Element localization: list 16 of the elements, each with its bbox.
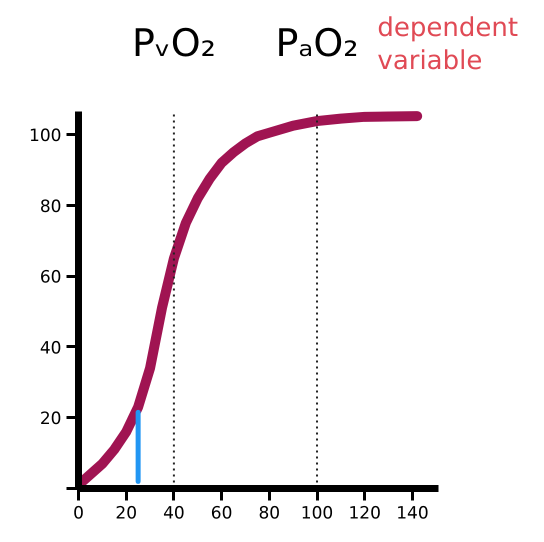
x-tick-label: 140 [396, 504, 429, 524]
y-tick-label: 100 [29, 126, 62, 146]
ref-line-label: PᵥO₂ [132, 21, 216, 66]
x-tick-label: 0 [73, 504, 84, 524]
x-tick-label: 20 [115, 504, 138, 524]
y-tick-label: 80 [40, 196, 62, 217]
ref-line-label: PₐO₂ [276, 21, 358, 66]
x-tick-label: 120 [348, 504, 381, 524]
text: dependent variable [377, 13, 518, 76]
y-tick-label: 40 [40, 338, 62, 358]
x-tick-label: 80 [258, 504, 280, 524]
x-tick-label: 100 [300, 504, 334, 524]
y-tick-label: 60 [40, 268, 62, 288]
x-tick-label: 60 [210, 504, 232, 524]
x-tick-label: 40 [163, 504, 185, 524]
y-tick-label: 20 [40, 409, 62, 430]
